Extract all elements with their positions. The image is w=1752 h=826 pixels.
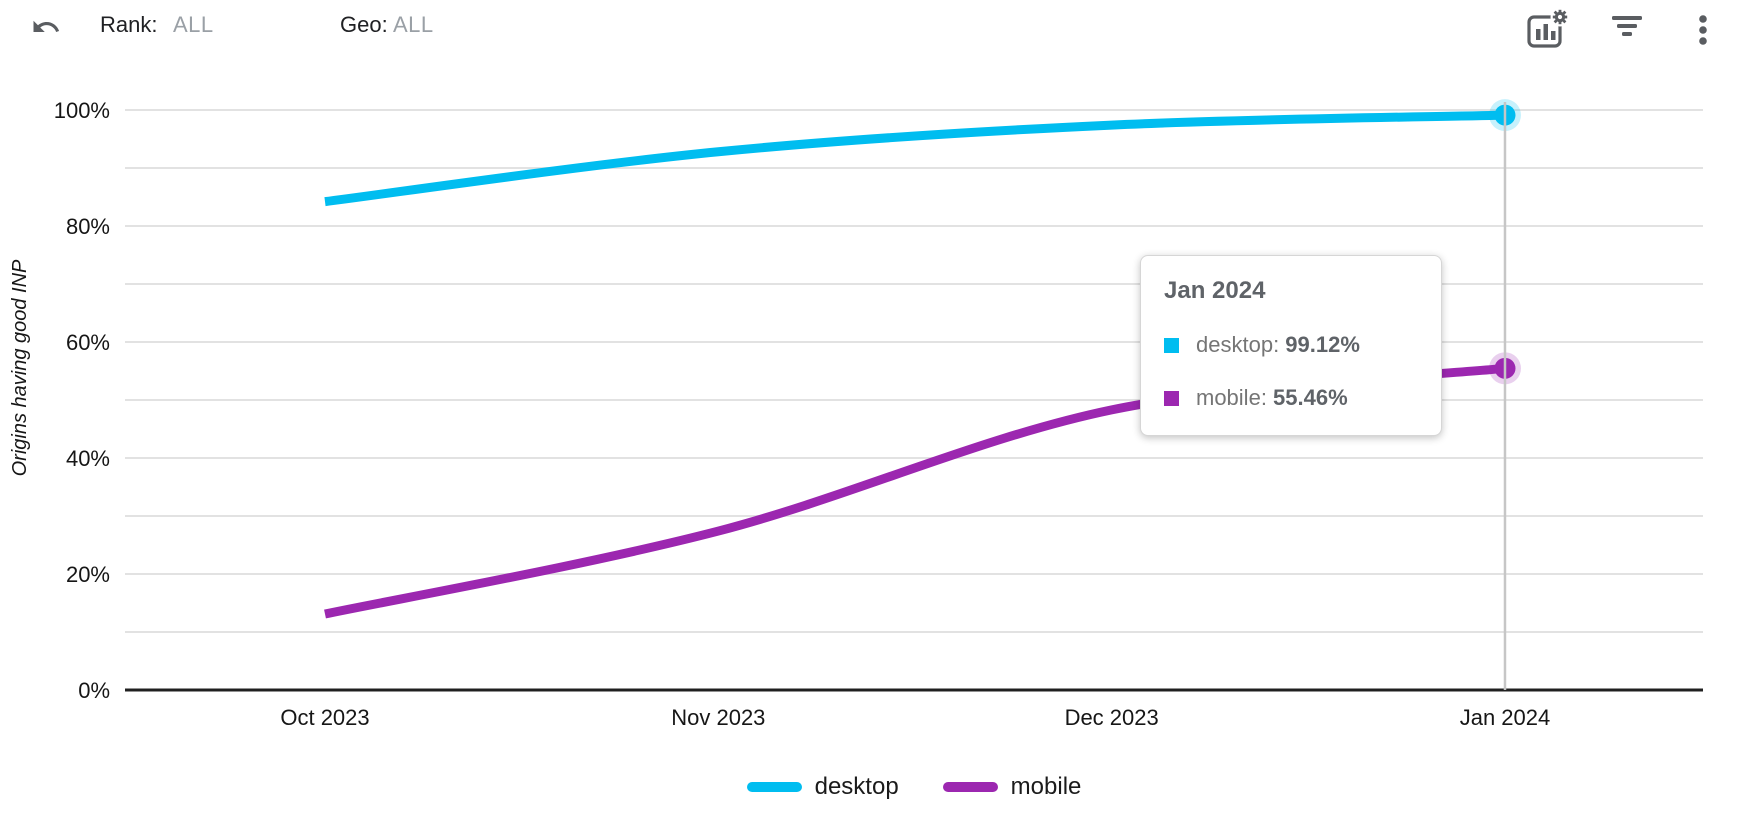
tooltip-series-value: 99.12%: [1285, 332, 1360, 357]
undo-icon[interactable]: [26, 12, 66, 47]
desktop-line[interactable]: [324, 110, 1506, 207]
y-tick-label: 20%: [66, 562, 110, 587]
chart-settings-icon[interactable]: [1524, 7, 1570, 55]
tooltip-series-value: 55.46%: [1273, 385, 1348, 410]
x-tick-label: Jan 2024: [1460, 705, 1551, 730]
x-tick-label: Nov 2023: [671, 705, 765, 730]
desktop-legend-swatch-icon: [746, 782, 802, 792]
filter-icon[interactable]: [1612, 16, 1642, 43]
geo-filter-label: Geo:: [340, 12, 388, 37]
rank-filter-value[interactable]: ALL: [173, 12, 214, 37]
y-tick-label: 100%: [54, 98, 110, 123]
y-tick-label: 60%: [66, 330, 110, 355]
y-tick-label: 40%: [66, 446, 110, 471]
desktop-swatch-icon: [1164, 337, 1179, 353]
more-vertical-icon[interactable]: [1695, 14, 1711, 51]
tooltip-series-label: desktop: [1196, 332, 1285, 358]
tooltip-row-mobile: mobile 55.46%: [1164, 385, 1441, 411]
mobile-legend-swatch-icon: [942, 782, 998, 792]
chart-tooltip: Jan 2024 desktop 99.12% mobile 55.46%: [1140, 255, 1442, 436]
y-tick-label: 0%: [78, 678, 110, 703]
legend-label: mobile: [1010, 773, 1082, 800]
y-tick-label: 80%: [66, 214, 110, 239]
x-tick-label: Dec 2023: [1065, 705, 1159, 730]
tooltip-title: Jan 2024: [1164, 277, 1266, 304]
y-axis-title: Origins having good INP: [9, 259, 31, 476]
rank-filter-label: Rank:: [100, 12, 158, 37]
chart-legend: desktop mobile: [76, 771, 1752, 803]
x-tick-label: Oct 2023: [280, 705, 369, 730]
legend-label: desktop: [814, 773, 899, 800]
tooltip-row-desktop: desktop 99.12%: [1164, 332, 1441, 358]
mobile-swatch-icon: [1164, 390, 1179, 406]
legend-item-mobile[interactable]: mobile: [942, 773, 1082, 801]
tooltip-series-label: mobile: [1196, 385, 1273, 411]
geo-filter-value[interactable]: ALL: [393, 12, 434, 37]
legend-item-desktop[interactable]: desktop: [746, 773, 899, 801]
toolbar: Rank: ALL Geo: ALL: [0, 0, 1752, 56]
